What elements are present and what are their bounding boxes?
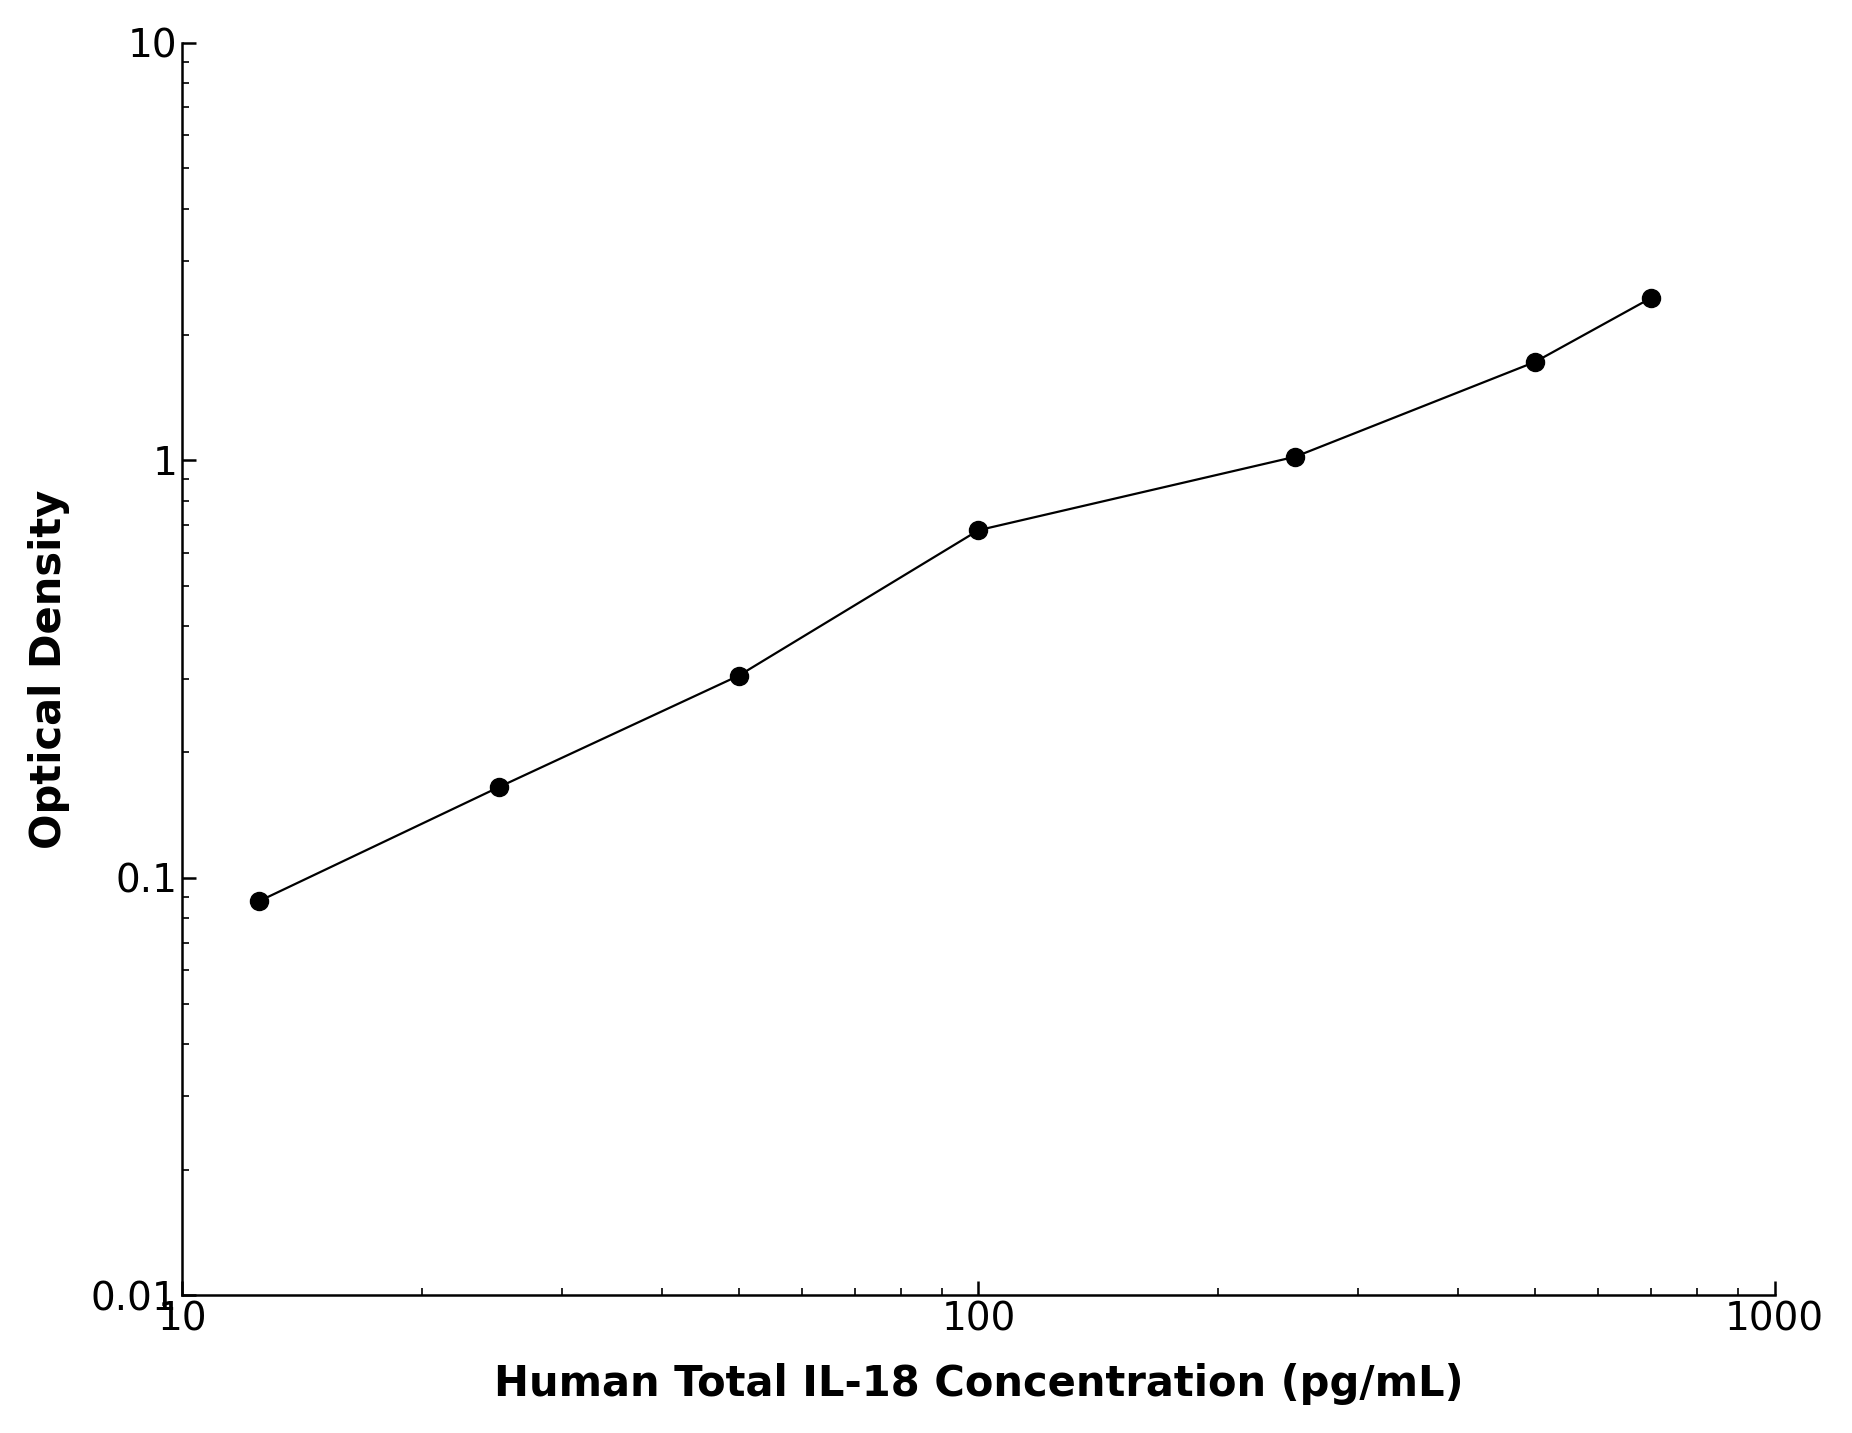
Point — [244, 890, 274, 913]
Point — [724, 663, 754, 686]
Point — [1637, 287, 1667, 310]
X-axis label: Human Total IL-18 Concentration (pg/mL): Human Total IL-18 Concentration (pg/mL) — [494, 1363, 1463, 1406]
Point — [483, 775, 513, 798]
Point — [1280, 446, 1309, 469]
Y-axis label: Optical Density: Optical Density — [28, 490, 70, 848]
Point — [1520, 351, 1550, 374]
Point — [963, 519, 993, 542]
